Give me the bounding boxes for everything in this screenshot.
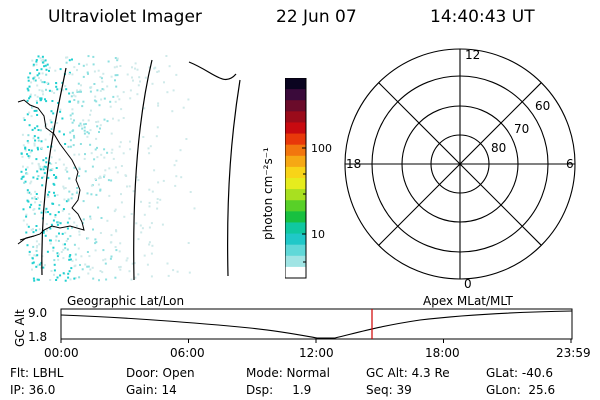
mlt-label-6: 6 xyxy=(566,157,574,171)
colorbar-block xyxy=(285,155,306,168)
coastline xyxy=(17,99,85,245)
polar-plot: 12 0 18 6 60 70 80 xyxy=(344,48,576,290)
mlt-label-0: 0 xyxy=(464,277,472,290)
mlt-line-diag-2 xyxy=(378,82,542,246)
status-glat: GLat: -40.6 xyxy=(486,366,553,380)
status-ip: IP: 36.0 xyxy=(10,383,56,397)
timeline-x-tick-0600: 06:00 xyxy=(170,346,205,360)
status-dsp: Dsp: 1.9 xyxy=(246,383,312,397)
time-label: 14:40:43 UT xyxy=(430,7,535,27)
timeline-y-tick-max: 9.0 xyxy=(28,306,48,320)
date-label: 22 Jun 07 xyxy=(276,7,357,27)
colorbar-block xyxy=(285,266,306,279)
colorbar-block xyxy=(285,222,306,235)
colorbar-block xyxy=(285,133,306,146)
lat-label-80: 80 xyxy=(491,141,506,155)
timeline-x-tick-0000: 00:00 xyxy=(44,346,79,360)
colorbar-frame xyxy=(285,78,307,279)
colorbar-block xyxy=(285,78,306,90)
lat-label-70: 70 xyxy=(514,122,529,136)
timeline-right-label: Apex MLat/MLT xyxy=(423,294,513,308)
colorbar-block xyxy=(285,166,306,179)
colorbar-block xyxy=(285,189,306,201)
status-flt: Flt: LBHL xyxy=(10,366,64,380)
status-gc-alt: GC Alt: 4.3 Re xyxy=(366,366,450,380)
colorbar-label: photon cm⁻²s⁻¹ xyxy=(261,147,275,240)
colorbar-block xyxy=(285,211,306,223)
colorbar-tick-label-100: 100 xyxy=(311,142,332,155)
colorbar: 100 10 xyxy=(285,78,332,279)
status-gain: Gain: 14 xyxy=(126,383,177,397)
altitude-curve xyxy=(60,310,573,339)
colorbar-block xyxy=(285,244,306,257)
mlt-label-12: 12 xyxy=(465,48,480,62)
colorbar-block xyxy=(285,178,306,190)
colorbar-tick-label-10: 10 xyxy=(311,228,325,241)
lat-lon-grid xyxy=(41,59,241,281)
lat-label-60: 60 xyxy=(535,99,550,113)
mlt-label-18: 18 xyxy=(346,157,361,171)
app-title: Ultraviolet Imager xyxy=(48,7,202,27)
colorbar-block xyxy=(285,255,306,268)
colorbar-block xyxy=(285,100,306,112)
timeline-left-label: Geographic Lat/Lon xyxy=(67,294,185,308)
auroral-emission xyxy=(20,55,196,282)
timeline-y-tick-min: 1.8 xyxy=(28,330,48,344)
colorbar-block xyxy=(285,200,306,212)
status-mode: Mode: Normal xyxy=(246,366,330,380)
timeline-x-tick-1800: 18:00 xyxy=(425,346,460,360)
colorbar-block xyxy=(285,89,306,101)
colorbar-block xyxy=(285,233,306,246)
status-seq: Seq: 39 xyxy=(366,383,412,397)
timeline-x-tick-1200: 12:00 xyxy=(299,346,334,360)
colorbar-scale xyxy=(285,78,306,279)
uv-image-panel xyxy=(17,55,241,282)
colorbar-block xyxy=(285,122,306,135)
timeline-plot xyxy=(60,308,573,343)
status-glon: GLon: 25.6 xyxy=(486,383,556,397)
timeline-x-tick-2359: 23:59 xyxy=(556,346,591,360)
status-door: Door: Open xyxy=(126,366,195,380)
colorbar-block xyxy=(285,111,306,123)
colorbar-block xyxy=(285,144,306,157)
